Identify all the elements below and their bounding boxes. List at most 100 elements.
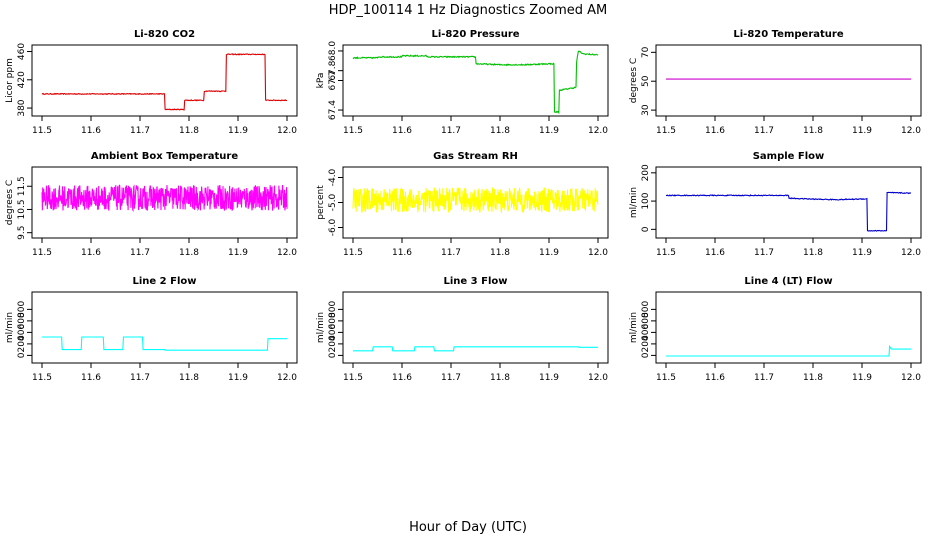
x-tick-label: 11.5: [656, 373, 676, 383]
series-line: [352, 187, 599, 214]
y-tick-label: 400: [328, 324, 338, 341]
x-tick-label: 11.9: [852, 248, 872, 258]
x-tick-label: 11.7: [754, 126, 774, 136]
x-tick-label: 11.6: [705, 373, 725, 383]
y-tick-label: 800: [328, 301, 338, 318]
x-tick-label: 11.6: [705, 126, 725, 136]
plot-frame: [342, 291, 609, 364]
panel-title: Line 4 (LT) Flow: [744, 276, 832, 287]
x-tick-label: 11.7: [441, 126, 461, 136]
x-tick-label: 11.6: [81, 248, 101, 258]
plot-frame: [31, 44, 298, 117]
panel-title: Li-820 Temperature: [733, 29, 843, 40]
x-tick-label: 11.8: [179, 373, 199, 383]
y-tick-label: 380: [17, 99, 27, 116]
x-tick-label: 11.9: [539, 373, 559, 383]
y-tick-label: -5.0: [328, 193, 338, 211]
x-tick-label: 11.9: [852, 373, 872, 383]
panel-title: Li-820 Pressure: [431, 29, 519, 40]
panel-title: Ambient Box Temperature: [91, 151, 238, 162]
x-tick-label: 11.8: [490, 248, 510, 258]
y-axis-label: ml/min: [629, 187, 639, 218]
x-tick-label: 11.8: [179, 248, 199, 258]
y-axis-label: Licor ppm: [5, 58, 15, 103]
y-axis-label: ml/min: [5, 312, 15, 343]
y-tick-label: 600: [641, 312, 651, 329]
x-tick-label: 11.8: [490, 373, 510, 383]
panel-2: Li-820 Temperature 11.5 11.6 11.7 11.8 11.9 12…: [629, 29, 922, 136]
plot-frame: [655, 44, 922, 117]
x-tick-label: 11.9: [228, 373, 248, 383]
panel-6: Line 2 Flow 11.5 11.6 11.7 11.8 11.9 12.0 02004…: [5, 276, 298, 383]
y-tick-label: 0: [17, 352, 27, 358]
y-tick-label: 400: [17, 324, 27, 341]
y-tick-label: 420: [17, 71, 27, 88]
x-tick-label: 11.5: [343, 126, 363, 136]
panel-title: Li-820 CO2: [134, 29, 195, 40]
x-tick-label: 12.0: [277, 248, 297, 258]
y-tick-label: 50: [641, 75, 651, 87]
y-tick-label: 0: [641, 352, 651, 358]
x-tick-label: 12.0: [277, 373, 297, 383]
x-tick-label: 11.6: [705, 248, 725, 258]
x-tick-label: 11.7: [130, 248, 150, 258]
x-tick-label: 11.8: [803, 126, 823, 136]
panel-title: Sample Flow: [753, 151, 825, 162]
y-axis-label: degrees C: [5, 180, 15, 225]
series-line: [665, 191, 912, 232]
series-line: [42, 336, 287, 351]
x-tick-label: 11.6: [392, 373, 412, 383]
panel-title: Line 3 Flow: [444, 276, 508, 287]
panel-5: Sample Flow 11.5 11.6 11.7 11.8 11.9 12.0 0 100 2…: [629, 151, 922, 258]
y-tick-label: 10.5: [17, 199, 27, 219]
panel-1: Li-820 Pressure 11.5 11.6 11.7 11.8 11.9 12.0 6…: [316, 29, 609, 136]
x-tick-label: 12.0: [277, 126, 297, 136]
y-tick-label: 11.5: [17, 176, 27, 196]
plot-frame: [655, 166, 922, 239]
x-tick-label: 11.7: [441, 373, 461, 383]
series-line: [352, 50, 599, 115]
y-axis-label: degrees C: [629, 58, 639, 103]
x-tick-label: 12.0: [901, 126, 921, 136]
x-tick-label: 11.5: [656, 248, 676, 258]
y-tick-label: 67.8: [328, 60, 338, 80]
x-tick-label: 11.7: [441, 248, 461, 258]
plot-frame: [31, 166, 298, 239]
y-tick-label: 67.4: [328, 100, 338, 120]
y-tick-label: 67.7: [328, 70, 338, 90]
panel-grid: Li-820 CO2 11.5 11.6 11.7 11.8 11.9 12.0 380 420…: [5, 29, 922, 383]
y-tick-label: 600: [328, 312, 338, 329]
x-tick-label: 11.5: [32, 373, 52, 383]
x-tick-label: 12.0: [901, 373, 921, 383]
y-axis-label: ml/min: [316, 312, 326, 343]
x-axis-label: Hour of Day (UTC): [409, 520, 527, 535]
x-tick-label: 11.5: [656, 126, 676, 136]
y-tick-label: 600: [17, 312, 27, 329]
y-tick-label: 70: [641, 46, 651, 58]
x-tick-label: 11.6: [392, 126, 412, 136]
plot-frame: [655, 291, 922, 364]
x-tick-label: 11.5: [343, 373, 363, 383]
panel-title: Line 2 Flow: [133, 276, 197, 287]
panel-7: Line 3 Flow 11.5 11.6 11.7 11.8 11.9 12.0 02004…: [316, 276, 609, 383]
x-tick-label: 11.6: [81, 373, 101, 383]
x-tick-label: 11.8: [179, 126, 199, 136]
x-tick-label: 11.5: [32, 248, 52, 258]
x-tick-label: 11.6: [392, 248, 412, 258]
y-tick-label: -6.0: [328, 218, 338, 236]
series-line: [353, 346, 598, 352]
x-tick-label: 11.9: [539, 248, 559, 258]
y-axis-label: ml/min: [629, 312, 639, 343]
x-tick-label: 11.7: [754, 248, 774, 258]
panel-0: Li-820 CO2 11.5 11.6 11.7 11.8 11.9 12.0 380 420…: [5, 29, 298, 136]
x-tick-label: 11.7: [754, 373, 774, 383]
plot-frame: [31, 291, 298, 364]
x-tick-label: 12.0: [901, 248, 921, 258]
x-tick-label: 11.7: [130, 126, 150, 136]
x-tick-label: 11.6: [81, 126, 101, 136]
y-tick-label: 200: [328, 335, 338, 352]
x-tick-label: 11.5: [343, 248, 363, 258]
y-axis-label: percent: [316, 185, 326, 220]
panel-4: Gas Stream RH 11.5 11.6 11.7 11.8 11.9 12.0 -6.…: [316, 151, 609, 258]
